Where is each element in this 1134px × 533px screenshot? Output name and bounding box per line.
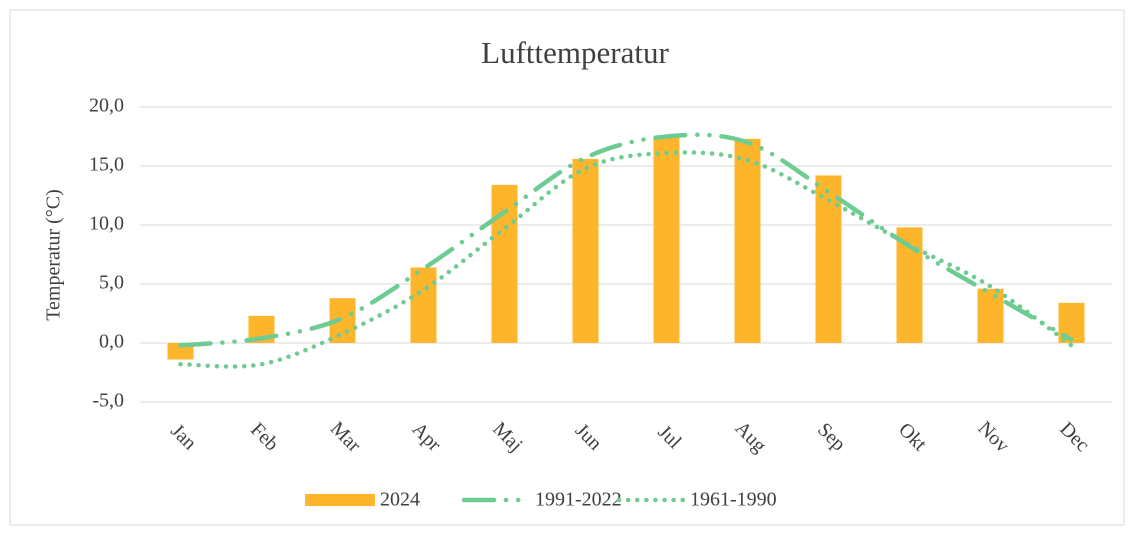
y-tick-label: 15,0 — [89, 154, 124, 176]
bar — [491, 184, 518, 343]
chart-frame — [9, 9, 1125, 526]
bar — [653, 136, 680, 343]
line — [178, 132, 1074, 348]
line — [178, 150, 1074, 369]
y-axis-label: Temperatur (°C) — [43, 189, 65, 321]
chart-title: Lufttemperatur — [481, 35, 669, 70]
bar — [410, 267, 437, 343]
legend-label: 1961-1990 — [690, 489, 777, 511]
bar — [977, 288, 1004, 343]
legend-label: 2024 — [380, 489, 420, 511]
bar — [734, 138, 761, 343]
y-tick-label: 0,0 — [99, 331, 124, 353]
legend-label: 1991-2022 — [535, 489, 622, 511]
y-tick-label: 5,0 — [99, 272, 124, 294]
bar — [572, 158, 599, 343]
y-tick-label: 20,0 — [89, 95, 124, 117]
legend-swatch — [305, 494, 375, 506]
y-tick-label: 10,0 — [89, 213, 124, 235]
y-tick-label: -5,0 — [92, 390, 124, 412]
